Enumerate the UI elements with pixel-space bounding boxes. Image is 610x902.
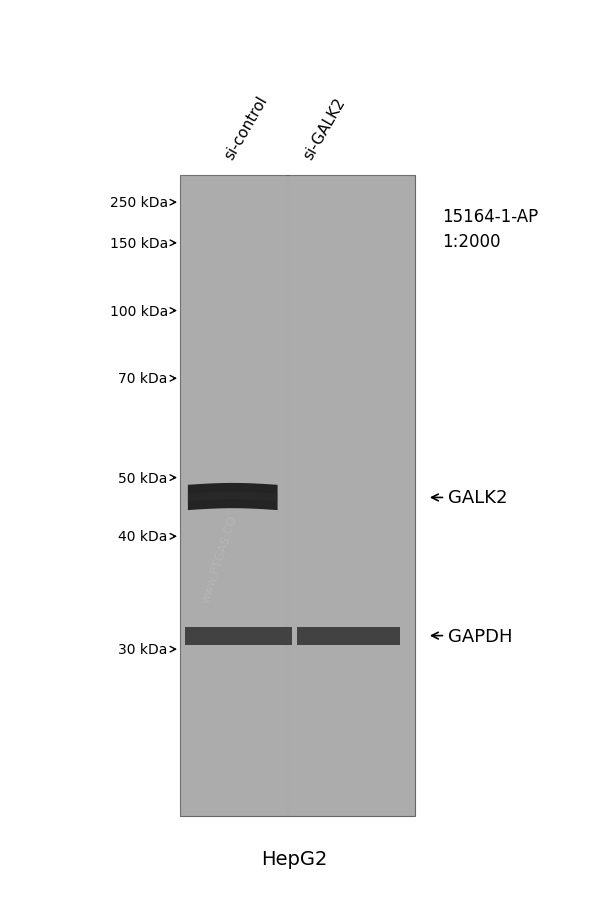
Text: 40 kDa: 40 kDa [118, 529, 168, 544]
Text: si-GALK2: si-GALK2 [301, 96, 348, 162]
Text: si-control: si-control [222, 94, 270, 162]
Polygon shape [188, 492, 278, 502]
Text: 70 kDa: 70 kDa [118, 372, 168, 386]
Bar [180, 176, 285, 816]
Text: 250 kDa: 250 kDa [110, 196, 168, 210]
Polygon shape [297, 627, 400, 645]
Text: www.PTGAS.CO: www.PTGAS.CO [199, 514, 240, 604]
Text: 30 kDa: 30 kDa [118, 642, 168, 657]
Text: HepG2: HepG2 [262, 849, 328, 869]
Text: 100 kDa: 100 kDa [110, 304, 168, 318]
Text: 150 kDa: 150 kDa [110, 236, 168, 251]
Text: 15164-1-AP
1:2000: 15164-1-AP 1:2000 [442, 207, 539, 251]
Text: 50 kDa: 50 kDa [118, 471, 168, 485]
Bar [290, 176, 415, 816]
Polygon shape [185, 627, 292, 645]
Polygon shape [188, 483, 278, 511]
Bar [180, 176, 415, 816]
Text: GAPDH: GAPDH [448, 627, 513, 645]
Text: GALK2: GALK2 [448, 489, 508, 507]
